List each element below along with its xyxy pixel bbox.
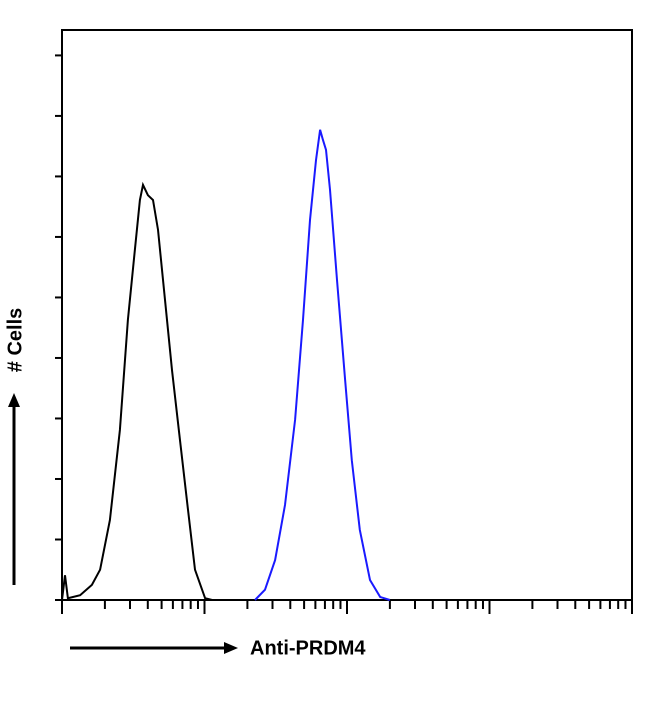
x-axis-label: Anti-PRDM4 [250, 637, 366, 659]
plot-frame [61, 29, 633, 601]
histogram-line [61, 181, 213, 601]
x-arrow-head [224, 642, 238, 654]
y-arrow-head [8, 393, 20, 407]
y-axis-label: # Cells [4, 308, 26, 372]
histogram-line [254, 129, 391, 601]
